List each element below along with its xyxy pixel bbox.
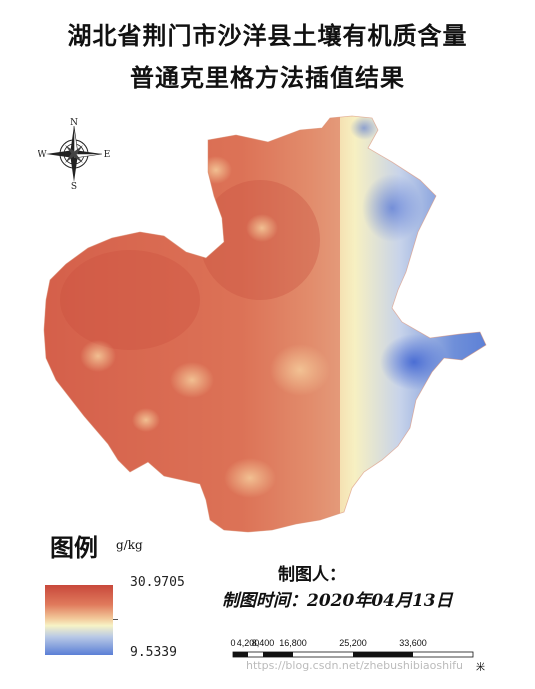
map-title-line-1: 湖北省荆门市沙洋县土壤有机质含量 — [67, 21, 468, 50]
map-date-label: 制图时间：2020年04月13日 — [222, 591, 453, 611]
legend-unit: g/kg — [116, 538, 143, 552]
legend-min-value: 9.5339 — [130, 645, 177, 660]
scale-bar-tick-label: 0 — [230, 638, 236, 648]
compass-south-label: S — [71, 182, 77, 190]
scale-bar-tick-label: 4,200 — [236, 638, 260, 648]
scale-bar-tick-label: 25,200 — [339, 638, 367, 648]
map-title-line-2: 普通克里格方法插值结果 — [130, 63, 405, 92]
scale-bar-unit: 米 — [476, 662, 486, 672]
scale-bar-tick-label: 16,800 — [279, 638, 307, 648]
legend-ramp-tick — [113, 619, 118, 620]
scale-bar-tick-label: 33,600 — [399, 638, 427, 648]
scale-bar-tick-label: 8,400 — [251, 638, 275, 648]
north-arrow-compass-icon: N S E W — [38, 118, 110, 190]
watermark-url: https://blog.csdn.net/zhebushibiaoshifu — [246, 659, 464, 672]
compass-east-label: E — [104, 150, 110, 160]
legend-max-value: 30.9705 — [130, 575, 185, 590]
compass-west-label: W — [38, 150, 47, 160]
legend-color-ramp — [45, 585, 113, 655]
scale-bar — [232, 651, 474, 658]
map-author-label: 制图人： — [278, 565, 346, 585]
compass-north-label: N — [70, 118, 78, 128]
legend-title: 图例 — [50, 533, 98, 562]
